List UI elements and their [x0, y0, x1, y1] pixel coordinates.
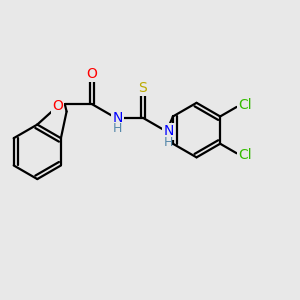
Text: H: H: [113, 122, 122, 135]
Text: Cl: Cl: [238, 148, 251, 162]
Text: N: N: [163, 124, 174, 139]
Text: N: N: [112, 111, 123, 125]
Text: H: H: [164, 136, 173, 149]
Text: O: O: [87, 68, 98, 81]
Text: O: O: [52, 99, 63, 113]
Text: S: S: [139, 81, 147, 95]
Text: Cl: Cl: [238, 98, 251, 112]
